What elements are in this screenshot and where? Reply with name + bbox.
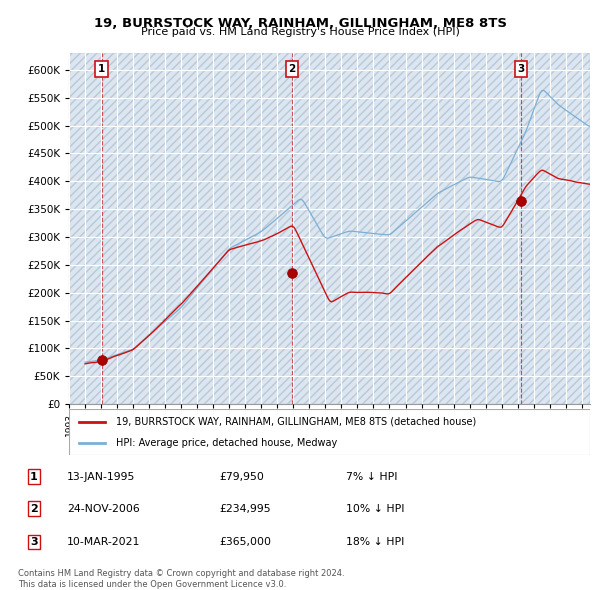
FancyBboxPatch shape <box>69 409 590 455</box>
Text: 3: 3 <box>30 537 38 547</box>
Text: 24-NOV-2006: 24-NOV-2006 <box>67 504 139 514</box>
Text: 3: 3 <box>517 64 524 74</box>
Text: 2: 2 <box>30 504 38 514</box>
Text: 10-MAR-2021: 10-MAR-2021 <box>67 537 140 547</box>
Text: 1: 1 <box>30 472 38 482</box>
Text: 18% ↓ HPI: 18% ↓ HPI <box>346 537 404 547</box>
Text: Contains HM Land Registry data © Crown copyright and database right 2024.
This d: Contains HM Land Registry data © Crown c… <box>18 569 344 589</box>
Text: HPI: Average price, detached house, Medway: HPI: Average price, detached house, Medw… <box>116 438 337 448</box>
Text: 13-JAN-1995: 13-JAN-1995 <box>67 472 135 482</box>
Text: £365,000: £365,000 <box>220 537 271 547</box>
Text: Price paid vs. HM Land Registry's House Price Index (HPI): Price paid vs. HM Land Registry's House … <box>140 27 460 37</box>
Text: £79,950: £79,950 <box>220 472 264 482</box>
Text: 1: 1 <box>98 64 106 74</box>
Text: 7% ↓ HPI: 7% ↓ HPI <box>346 472 398 482</box>
Text: 19, BURRSTOCK WAY, RAINHAM, GILLINGHAM, ME8 8TS: 19, BURRSTOCK WAY, RAINHAM, GILLINGHAM, … <box>94 17 506 30</box>
Text: £234,995: £234,995 <box>220 504 271 514</box>
Text: 19, BURRSTOCK WAY, RAINHAM, GILLINGHAM, ME8 8TS (detached house): 19, BURRSTOCK WAY, RAINHAM, GILLINGHAM, … <box>116 417 476 427</box>
Bar <box>69 53 590 404</box>
Text: 10% ↓ HPI: 10% ↓ HPI <box>346 504 404 514</box>
Text: 2: 2 <box>289 64 296 74</box>
